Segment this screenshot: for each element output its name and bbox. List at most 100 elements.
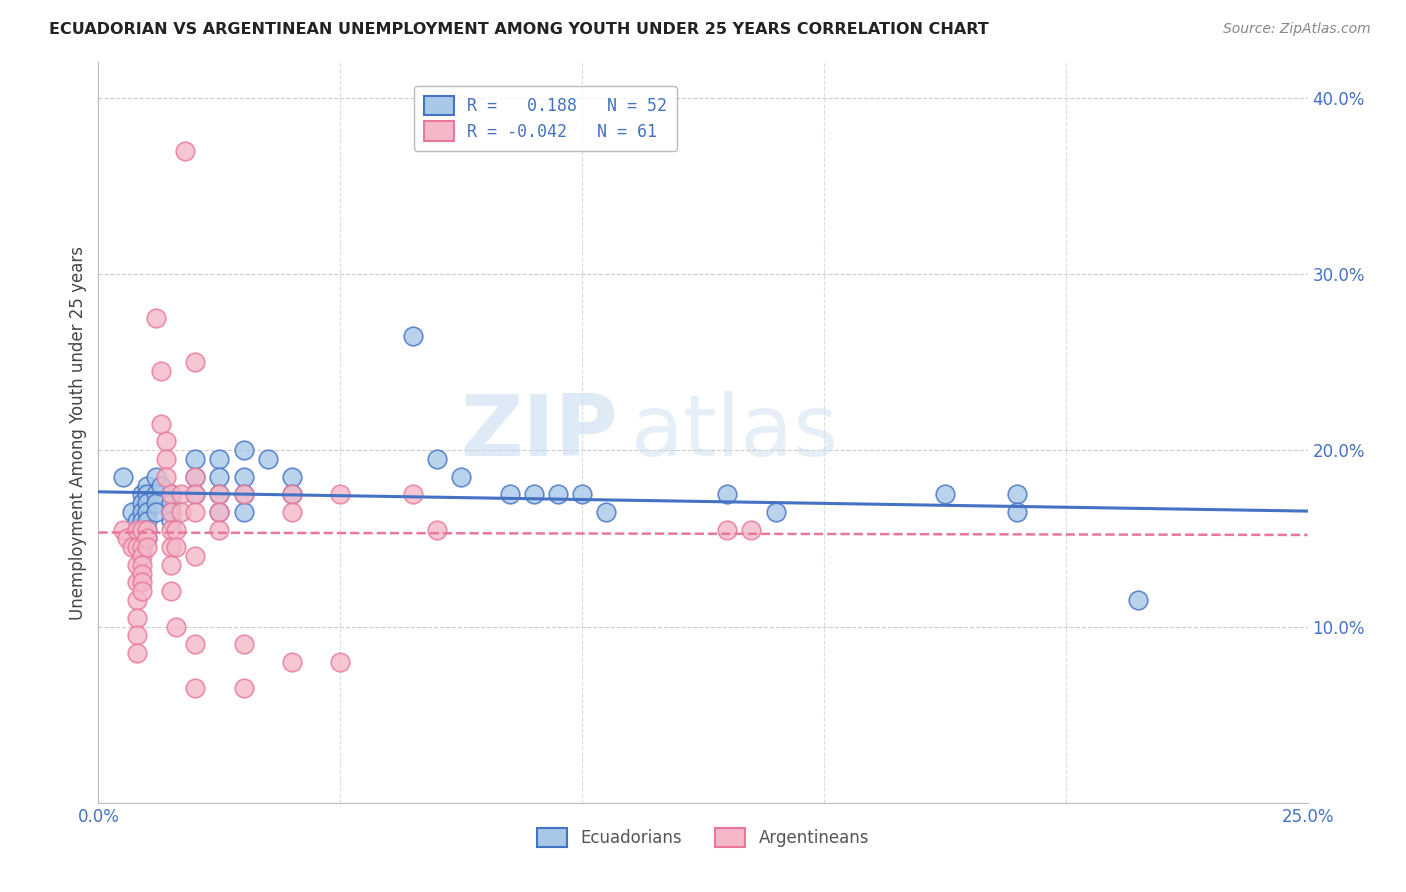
Point [160, 496, 183, 510]
Point [127, 523, 149, 537]
Point [208, 487, 231, 501]
Point [150, 364, 173, 378]
Point [150, 478, 173, 492]
Point [127, 575, 149, 590]
Point [135, 514, 157, 528]
Point [169, 505, 191, 519]
Point [281, 505, 304, 519]
Point [256, 452, 278, 467]
Point [135, 496, 157, 510]
Point [740, 523, 762, 537]
Point [1128, 593, 1150, 607]
Point [160, 584, 183, 599]
Point [127, 646, 149, 660]
Point [155, 434, 177, 449]
Point [281, 655, 304, 669]
Point [232, 681, 254, 696]
Point [135, 487, 157, 501]
Point [135, 505, 157, 519]
Point [165, 523, 187, 537]
Point [145, 496, 167, 510]
Point [184, 469, 207, 483]
Point [402, 487, 425, 501]
Point [934, 487, 956, 501]
Point [208, 487, 231, 501]
Point [117, 532, 139, 546]
Point [121, 540, 143, 554]
Point [523, 487, 546, 501]
Point [184, 355, 207, 369]
Point [160, 487, 183, 501]
Point [135, 478, 157, 492]
Point [160, 505, 183, 519]
Point [160, 523, 183, 537]
Point [174, 144, 197, 158]
Point [281, 469, 304, 483]
Point [1007, 487, 1029, 501]
Point [127, 558, 149, 572]
Text: Source: ZipAtlas.com: Source: ZipAtlas.com [1223, 22, 1371, 37]
Y-axis label: Unemployment Among Youth under 25 years: Unemployment Among Youth under 25 years [69, 245, 87, 620]
Point [135, 523, 157, 537]
Point [127, 540, 149, 554]
Point [184, 452, 207, 467]
Point [281, 487, 304, 501]
Point [131, 566, 153, 581]
Point [184, 469, 207, 483]
Point [595, 505, 617, 519]
Point [145, 469, 167, 483]
Point [208, 505, 231, 519]
Point [1007, 505, 1029, 519]
Point [402, 328, 425, 343]
Point [232, 487, 254, 501]
Point [131, 505, 153, 519]
Point [135, 532, 157, 546]
Point [232, 443, 254, 458]
Point [127, 610, 149, 624]
Point [426, 452, 449, 467]
Point [145, 505, 167, 519]
Point [155, 452, 177, 467]
Point [232, 487, 254, 501]
Point [281, 487, 304, 501]
Point [145, 487, 167, 501]
Point [498, 487, 520, 501]
Point [184, 505, 207, 519]
Point [135, 532, 157, 546]
Point [131, 487, 153, 501]
Legend: Ecuadorians, Argentineans: Ecuadorians, Argentineans [527, 818, 879, 857]
Point [131, 496, 153, 510]
Point [716, 523, 738, 537]
Point [184, 681, 207, 696]
Point [160, 540, 183, 554]
Point [127, 523, 149, 537]
Point [127, 593, 149, 607]
Point [160, 487, 183, 501]
Point [184, 487, 207, 501]
Point [150, 417, 173, 431]
Point [165, 540, 187, 554]
Point [232, 637, 254, 651]
Point [184, 637, 207, 651]
Text: atlas: atlas [630, 391, 838, 475]
Point [131, 549, 153, 563]
Point [329, 487, 352, 501]
Point [135, 540, 157, 554]
Point [765, 505, 787, 519]
Point [169, 487, 191, 501]
Point [121, 505, 143, 519]
Point [165, 619, 187, 633]
Point [716, 487, 738, 501]
Point [184, 549, 207, 563]
Point [135, 523, 157, 537]
Point [155, 469, 177, 483]
Point [131, 540, 153, 554]
Point [208, 505, 231, 519]
Point [547, 487, 569, 501]
Point [145, 311, 167, 326]
Point [131, 514, 153, 528]
Point [426, 523, 449, 537]
Point [232, 469, 254, 483]
Point [160, 505, 183, 519]
Point [450, 469, 472, 483]
